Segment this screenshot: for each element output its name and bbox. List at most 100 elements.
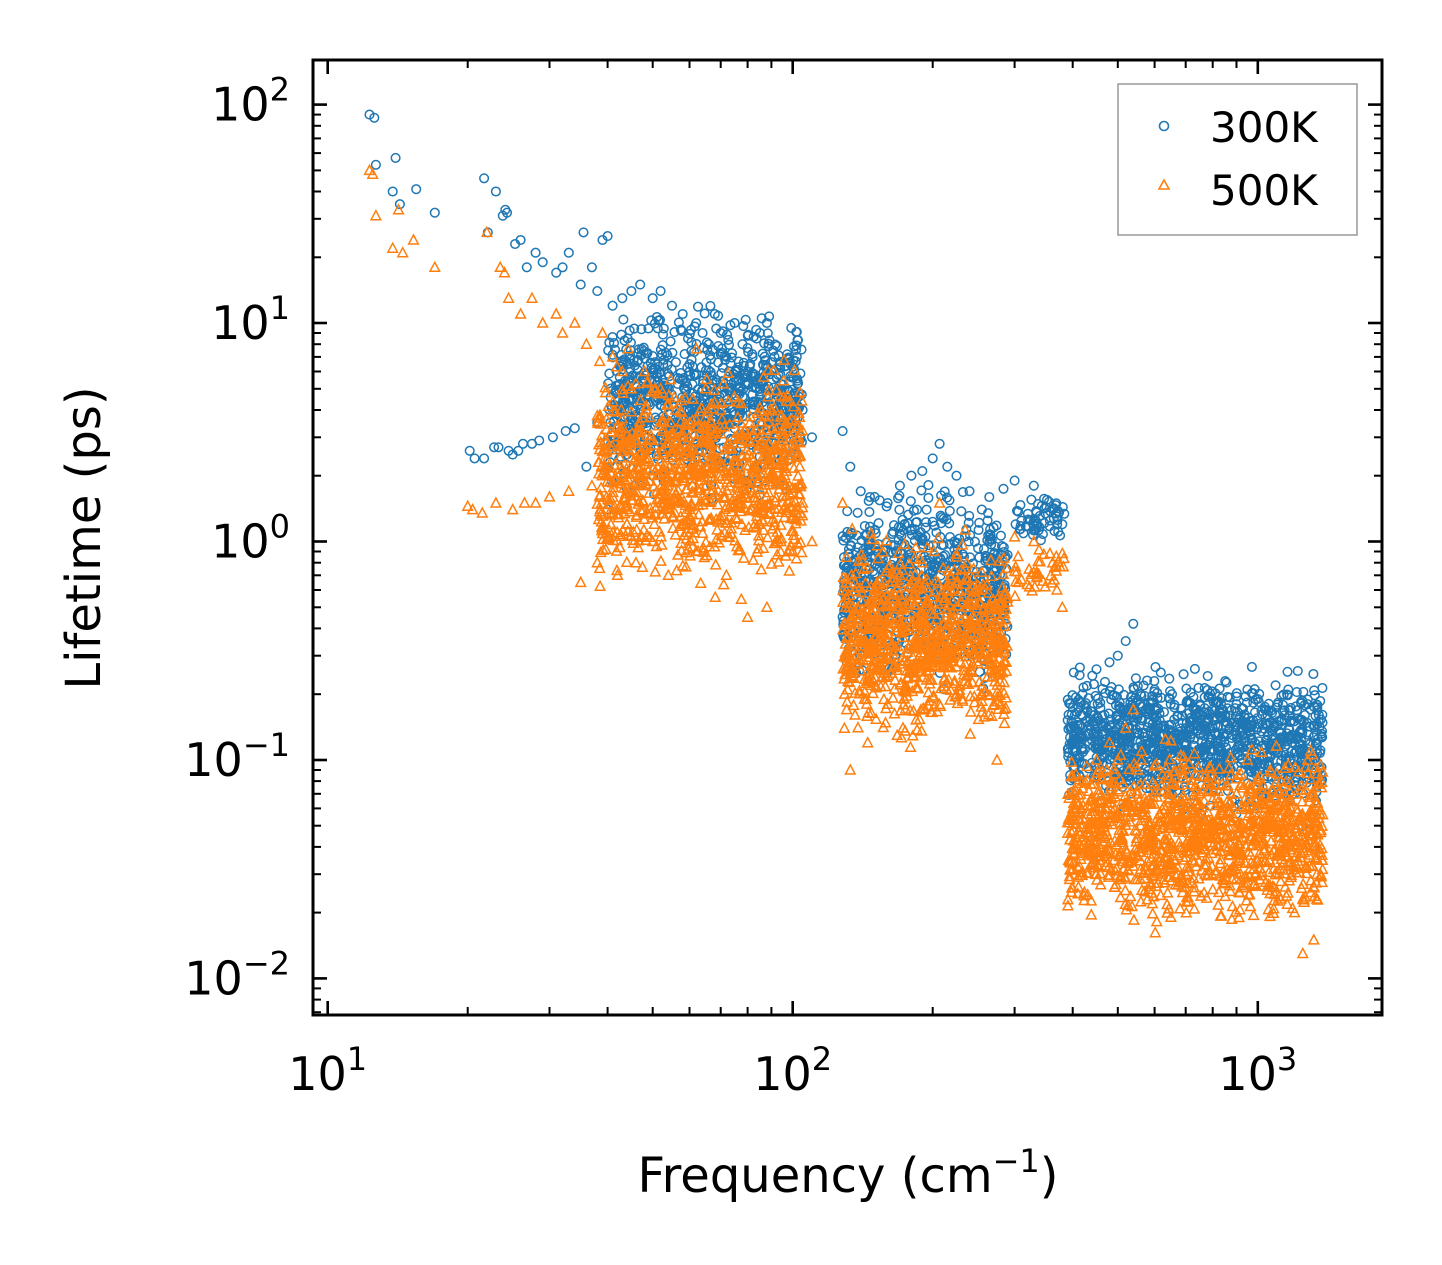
point-300k-c676 [647,351,658,362]
point-300k-c999 [894,504,905,515]
point-300k-c1566 [920,571,931,582]
point-300k-c689 [659,354,670,365]
point-300k-c648 [627,404,638,415]
point-300k-c1651 [956,506,967,517]
point-300k-c786 [633,344,644,355]
point-300k-c2281 [1249,684,1260,695]
point-300k-c914 [923,480,934,491]
point-300k-c2434 [1081,680,1092,691]
point-300k-c1289 [959,531,971,542]
point-300k-c850 [687,388,698,399]
point-300k-c1488 [852,507,863,518]
point-300k-c1557 [856,535,867,546]
point-300k-c349 [669,327,680,338]
point-300k-c846 [788,372,799,383]
point-300k-c1727 [1055,530,1066,541]
point-300k-c545 [692,301,704,312]
point-300k-c889 [625,372,636,383]
point-300k-c857 [697,384,708,395]
point-300k-c1582 [973,524,984,536]
point-300k-c1111 [894,528,905,539]
point-300k-c737 [678,373,689,384]
point-300k-c842 [696,362,707,373]
point-300k-c1538 [905,496,916,507]
point-300k-c1553 [935,510,946,521]
point-300k-c146 [699,308,710,319]
point-300k-c1754 [1032,499,1044,510]
point-300k-c839 [619,335,630,346]
point-300k-c1155 [969,536,980,547]
point-300k-c1459 [998,483,1009,494]
point-300k-c724 [786,322,797,333]
point-300k-c775 [638,342,649,353]
point-300k-c1630 [865,526,876,537]
point-300k-c585 [604,368,615,379]
point-300k-c680 [685,324,697,335]
point-300k-c1750 [1044,521,1055,532]
point-300k-c588 [686,337,697,348]
point-300k-c251 [666,364,677,375]
point-300k-c863 [772,341,783,352]
point-300k-c657 [608,337,620,349]
point-300k-c2070 [1098,751,1109,762]
point-300k-c1600 [929,561,940,572]
point-300k-c1535 [864,491,876,503]
point-300k-c1663 [986,534,997,545]
point-300k-c1276 [965,530,976,541]
point-300k-c1678 [864,506,875,518]
point-300k-c760 [689,391,701,402]
point-300k-c1759 [1020,521,1031,532]
point-300k-c2323 [1077,722,1088,733]
point-300k-c63 [665,336,676,347]
point-300k-c822 [616,329,627,340]
point-300k-c460 [726,352,737,363]
point-300k-c1511 [980,555,991,566]
point-300k-c307 [779,361,790,372]
point-300k-c137 [657,329,669,340]
point-300k-c2059 [1308,668,1319,680]
point-300k-c2365 [1114,714,1125,725]
point-300k-c1232 [995,530,1006,541]
point-300k-c231 [723,334,734,345]
point-300k-c505 [754,418,765,429]
point-300k-c1911 [1231,688,1242,699]
point-300k-c996 [964,510,975,521]
point-300k-c1758 [1044,496,1055,507]
point-300k-c878 [791,351,802,362]
point-300k-c2353 [1278,689,1289,700]
point-300k-c845 [682,381,693,392]
point-300k-c1723 [1039,493,1050,504]
point-300k-c1491 [939,486,950,497]
point-300k-c774 [701,337,713,348]
point-300k-c699 [723,339,735,350]
point-300k-c2366 [1179,782,1190,793]
point-300k-c717 [701,370,712,381]
point-300k-c406 [636,324,647,335]
point-300k-c853 [738,357,749,368]
point-300k-c530 [738,321,749,332]
point-300k-c1693 [906,523,917,534]
point-300k-c1757 [1034,510,1045,521]
point-300k-c1621 [893,493,904,504]
point-300k-c870 [705,300,716,311]
point-300k-c1219 [923,492,934,503]
point-300k-c2385 [1279,705,1290,716]
point-300k-c743 [691,339,702,350]
point-300k-c572 [721,329,733,340]
point-300k-c1441 [963,517,974,528]
point-300k-c783 [715,349,726,360]
point-300k-c1414 [929,520,940,531]
point-300k-c1379 [843,544,855,555]
point-300k-c1616 [842,563,853,574]
point-300k-c1668 [905,525,916,536]
point-300k-c1631 [897,514,908,525]
point-300k-c2139 [1164,673,1175,684]
point-300k-c2378 [1282,666,1293,677]
point-300k-c746 [667,347,678,358]
point-300k-c2429 [1252,713,1263,724]
point-300k-c1445 [873,518,884,529]
point-300k-c2222 [1309,690,1320,701]
point-300k-c756 [787,361,798,372]
point-300k-c855 [633,347,644,359]
point-300k-c891 [723,366,734,377]
